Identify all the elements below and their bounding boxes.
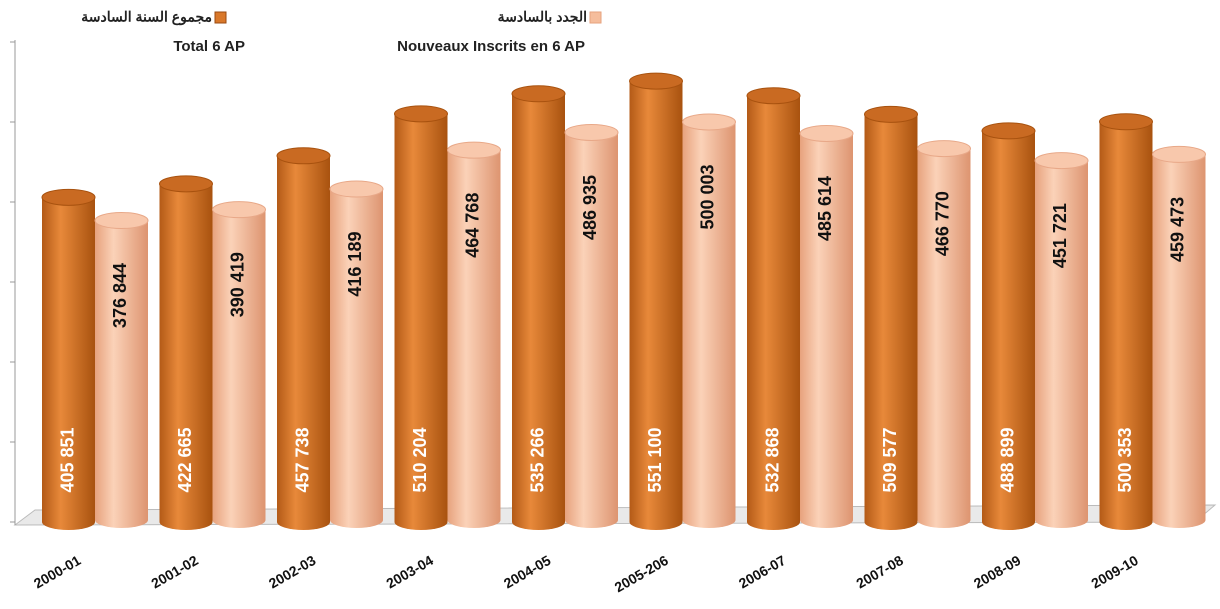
bar-base [159,514,213,530]
bar [330,189,383,520]
legend-label: Total 6 AP [173,38,245,55]
legend-label-ar: الجدد بالسادسة [498,9,587,25]
bar [447,150,501,520]
x-tick-label: 2001-02 [148,552,201,592]
value-label: 509 577 [880,427,900,492]
bar-top [746,87,801,105]
value-label: 457 738 [292,427,312,492]
value-label: 551 100 [645,427,665,492]
bar-base [95,512,148,528]
bar-top [159,175,213,193]
bar-top [682,113,736,131]
value-label: 422 665 [175,427,195,492]
bar [394,113,448,523]
bar-top [511,85,566,103]
bar-base [917,512,971,528]
bar-top [564,123,619,141]
bar-base [982,514,1035,530]
value-label: 500 353 [1115,427,1135,492]
bar-base [1035,512,1088,528]
bar [629,81,683,523]
value-label: 416 189 [345,232,365,297]
bar-top [447,141,501,159]
bar-top [94,212,149,230]
bar-top [1099,113,1153,131]
bar-base [565,512,618,528]
bar [1152,154,1206,520]
value-label: 451 721 [1050,203,1070,268]
value-label: 532 868 [762,427,782,492]
bar [747,95,800,522]
value-label: 405 851 [57,427,77,492]
bar-base [747,514,800,530]
bar-base [447,512,501,528]
bar-base [212,512,266,528]
bar-top [1034,152,1089,170]
value-label: 466 770 [933,191,953,256]
bar-base [800,512,853,528]
bar-base [1152,512,1206,528]
x-tick-label: 2006-07 [736,552,789,592]
bar-top [981,122,1036,140]
bar [277,155,330,522]
bar-top [276,147,331,165]
legend-label-ar: مجموع السنة السادسة [81,9,212,26]
legend-label: Nouveaux Inscrits en 6 AP [397,38,585,55]
value-label: 500 003 [698,164,718,229]
value-label: 535 266 [527,427,547,492]
bar-base [330,512,383,528]
bar [1035,160,1088,520]
value-label: 486 935 [580,175,600,240]
bar [1099,121,1153,523]
bar [212,209,266,520]
value-label: 390 419 [228,252,248,317]
bar-top [41,188,96,206]
x-tick-label: 2005-206 [612,552,671,596]
x-tick-label: 2008-09 [971,552,1024,592]
bar [982,130,1035,522]
value-label: 510 204 [410,427,430,492]
x-tick-label: 2000-01 [31,552,84,592]
bar [864,114,918,522]
legend-swatch [214,11,227,24]
bar-top [799,125,854,143]
bar [159,183,213,523]
x-tick-label: 2009-10 [1088,552,1141,592]
legend-swatch [589,11,602,24]
bar-base [394,514,448,530]
bar [565,132,618,520]
value-label: 376 844 [110,263,130,328]
x-tick-label: 2004-05 [501,552,554,592]
x-tick-label: 2003-04 [383,552,436,592]
bar-base [42,514,95,530]
bar-top [629,72,683,90]
value-label: 459 473 [1168,197,1188,262]
bar-top [329,180,384,198]
bar [42,197,95,522]
value-label: 485 614 [815,176,835,241]
bar-top [1152,145,1206,163]
value-label: 488 899 [997,427,1017,492]
bar-base [629,514,683,530]
value-label: 464 768 [463,193,483,258]
x-tick-label: 2002-03 [266,552,319,592]
bar-base [1099,514,1153,530]
bar-top [394,105,448,123]
bar-base [682,512,736,528]
bar-base [512,514,565,530]
bar-top [212,201,266,219]
x-tick-label: 2007-08 [853,552,906,592]
bar [512,93,565,522]
bar [800,133,853,521]
bar-top [917,140,971,158]
bar-base [864,514,918,530]
bar [682,121,736,521]
bar-base [277,514,330,530]
bar-top [864,105,918,123]
bar [917,148,971,521]
bar [95,220,148,521]
